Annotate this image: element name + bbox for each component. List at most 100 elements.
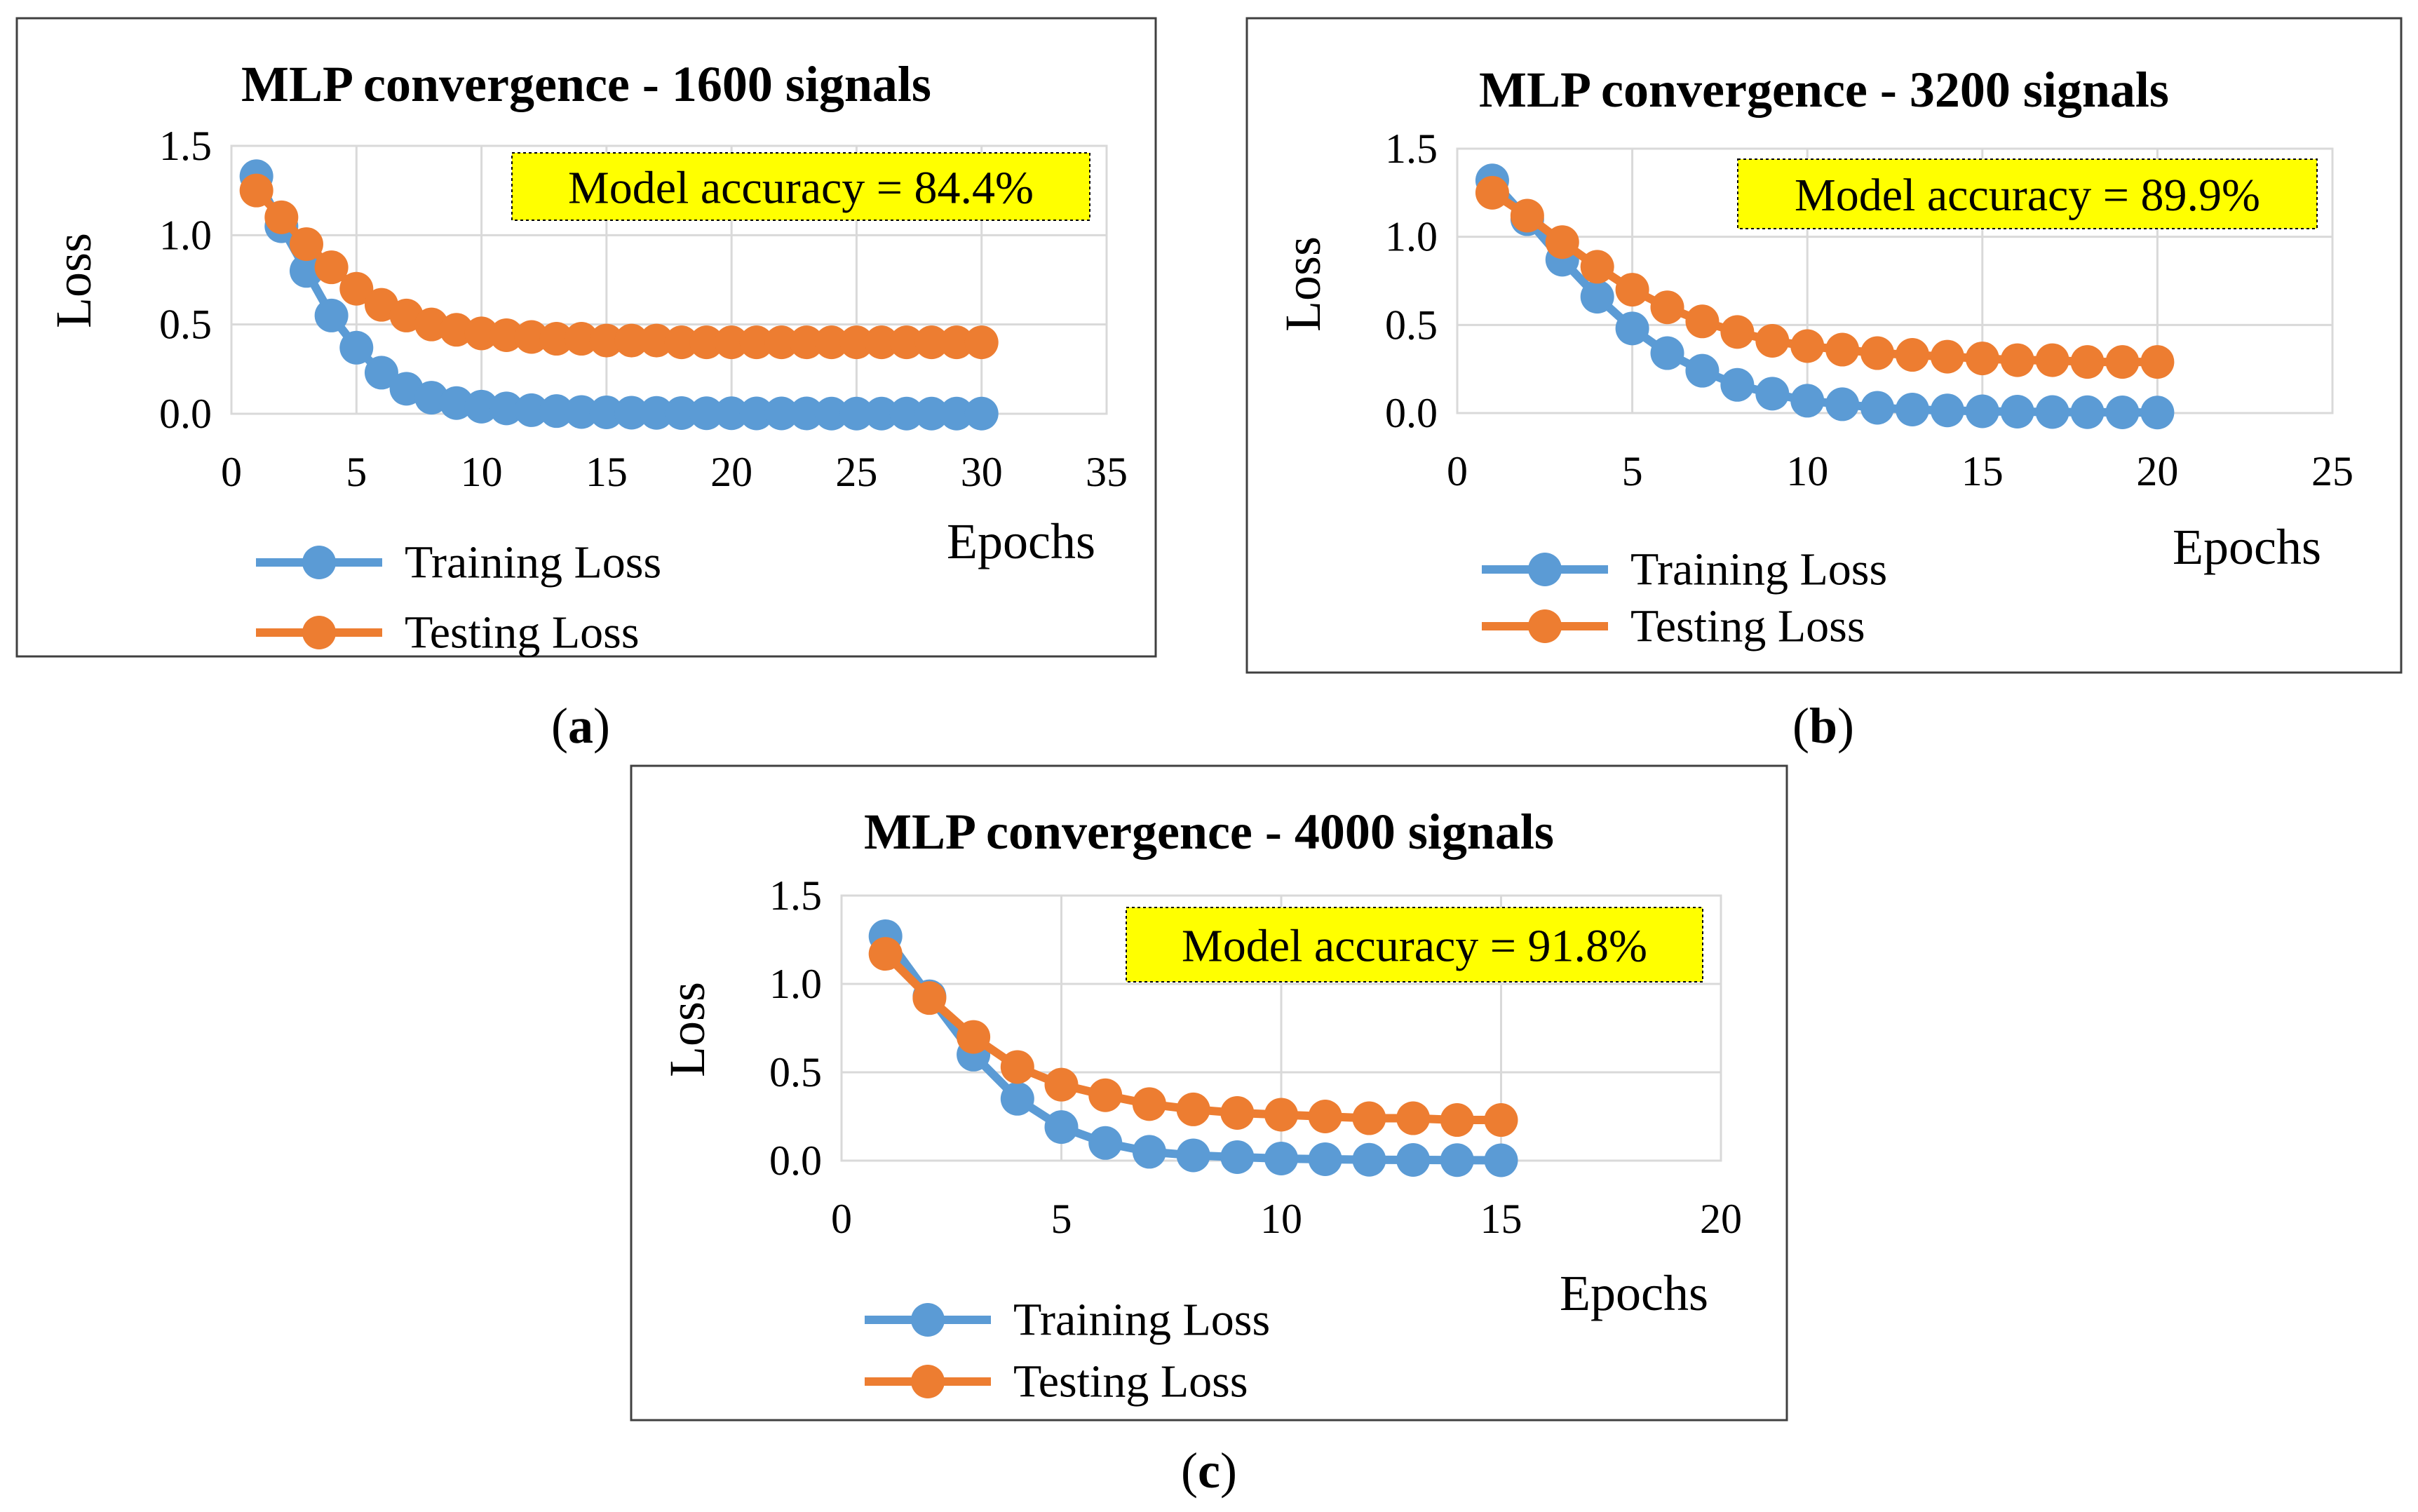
training-loss-point xyxy=(2140,396,2175,430)
legend-swatch-marker-testing xyxy=(302,616,336,649)
x-tick-label: 10 xyxy=(1786,448,1828,494)
training-loss-point xyxy=(1615,311,1649,346)
training-loss-point xyxy=(2105,395,2140,429)
testing-loss-point xyxy=(1264,1098,1298,1132)
training-loss-point xyxy=(1790,384,1825,418)
training-loss-point xyxy=(739,396,774,431)
x-tick-label: 20 xyxy=(1700,1196,1742,1242)
testing-loss-point xyxy=(1545,225,1579,259)
training-loss-point xyxy=(1825,387,1860,421)
y-axis-label: Loss xyxy=(1275,236,1331,332)
chart-frame xyxy=(630,764,1788,1422)
x-tick-label: 10 xyxy=(1260,1196,1302,1242)
testing-loss-point xyxy=(1475,175,1509,210)
training-loss-point xyxy=(439,386,473,420)
training-loss-point xyxy=(1044,1110,1079,1145)
training-loss-point xyxy=(940,396,974,431)
training-loss-point xyxy=(289,254,323,288)
chart-panel-c: MLP convergence - 4000 signals 0 5 10 15 20 0.… xyxy=(630,764,1788,1422)
y-tick-label: 0.5 xyxy=(159,302,212,348)
testing-loss-point xyxy=(1440,1103,1474,1138)
panel-label-letter: b xyxy=(1809,698,1837,754)
panel-label-open-paren: ( xyxy=(1181,1443,1198,1499)
testing-loss-point xyxy=(1580,250,1614,284)
panel-label-close-paren: ) xyxy=(1220,1443,1237,1499)
x-axis-label: Epochs xyxy=(1560,1265,1708,1321)
testing-loss-point xyxy=(414,307,449,342)
testing-loss-point xyxy=(1220,1095,1255,1130)
legend-swatch-marker-training xyxy=(911,1303,945,1337)
testing-loss-point xyxy=(1132,1087,1166,1121)
testing-loss-point xyxy=(1965,342,1999,376)
testing-loss-point xyxy=(1352,1101,1386,1135)
y-tick-label: 1.5 xyxy=(159,123,212,169)
training-loss-point xyxy=(689,396,724,431)
training-loss-point xyxy=(1720,367,1755,402)
y-axis-label: Loss xyxy=(659,982,715,1077)
training-loss-point xyxy=(1440,1143,1474,1177)
training-loss-point xyxy=(1860,391,1895,425)
testing-loss-point xyxy=(1720,315,1755,349)
testing-loss-point xyxy=(964,325,999,360)
training-loss-point xyxy=(565,395,599,429)
testing-loss-point xyxy=(739,325,774,360)
testing-loss-point xyxy=(764,325,799,360)
training-loss-point xyxy=(764,396,799,431)
panel-label-close-paren: ) xyxy=(593,698,610,754)
testing-loss-point xyxy=(1650,290,1684,325)
training-loss-point xyxy=(1220,1140,1255,1174)
x-tick-label: 5 xyxy=(1622,448,1643,494)
testing-loss-point xyxy=(957,1020,991,1054)
training-loss-point xyxy=(489,391,524,426)
x-tick-label: 0 xyxy=(1447,448,1468,494)
testing-loss-point xyxy=(790,325,824,360)
testing-loss-point xyxy=(914,325,949,360)
testing-loss-point xyxy=(289,227,323,262)
training-loss-point xyxy=(1176,1138,1210,1173)
legend-swatch-marker-testing xyxy=(911,1365,945,1398)
training-loss-point xyxy=(664,396,698,430)
testing-loss-point xyxy=(514,320,548,354)
testing-loss-point xyxy=(2070,345,2105,379)
testing-loss-point xyxy=(1044,1067,1079,1102)
panel-label-c: (c) xyxy=(1181,1443,1237,1499)
chart-panel-a: MLP convergence - 1600 signals 0 5 10 15 20 25… xyxy=(15,17,1157,659)
training-loss-point xyxy=(1484,1143,1518,1177)
training-loss-point xyxy=(1264,1141,1298,1175)
training-loss-point xyxy=(640,396,674,430)
panel-label-letter: c xyxy=(1198,1443,1220,1499)
testing-loss-point xyxy=(1860,336,1895,370)
y-tick-label: 1.0 xyxy=(769,961,822,1007)
testing-loss-point xyxy=(1510,198,1544,233)
testing-loss-point xyxy=(839,325,874,360)
testing-loss-point xyxy=(2000,343,2034,377)
chart-title: MLP convergence - 3200 signals xyxy=(1479,62,2169,118)
training-loss-point xyxy=(339,330,374,365)
training-loss-point xyxy=(790,396,824,431)
x-axis-label: Epochs xyxy=(947,513,1095,569)
legend-swatch-marker-training xyxy=(302,546,336,579)
y-tick-label: 0.0 xyxy=(1385,390,1438,436)
testing-loss-point xyxy=(715,325,749,360)
training-loss-point xyxy=(2000,394,2034,428)
training-loss-point xyxy=(1000,1081,1034,1116)
accuracy-annotation-box xyxy=(1737,158,2318,229)
training-loss-point xyxy=(464,389,499,424)
y-tick-label: 1.0 xyxy=(159,212,212,258)
testing-loss-point xyxy=(814,325,849,360)
testing-loss-point xyxy=(1895,338,1929,372)
testing-loss-point xyxy=(1685,304,1720,339)
panel-label-open-paren: ( xyxy=(551,698,568,754)
x-tick-label: 15 xyxy=(586,449,628,495)
legend-label-training: Training Loss xyxy=(405,537,661,588)
y-tick-label: 0.5 xyxy=(769,1049,822,1095)
testing-loss-point xyxy=(1790,329,1825,363)
accuracy-annotation-box xyxy=(1126,907,1703,983)
training-loss-point xyxy=(964,396,999,431)
legend-label-training: Training Loss xyxy=(1630,544,1887,595)
training-loss-point xyxy=(1396,1142,1431,1177)
y-tick-label: 0.0 xyxy=(159,391,212,437)
testing-loss-point xyxy=(2140,345,2175,379)
x-tick-label: 35 xyxy=(1086,449,1128,495)
training-loss-point xyxy=(539,394,574,428)
